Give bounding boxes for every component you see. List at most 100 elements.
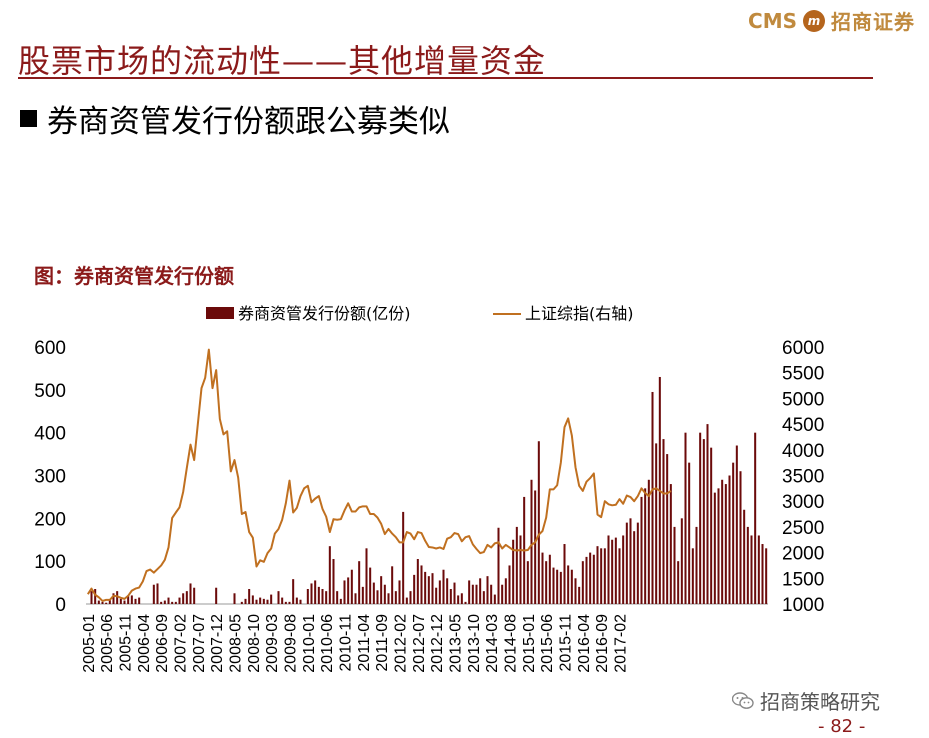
y-left-tick-label: 200	[34, 509, 66, 530]
bar	[354, 593, 357, 604]
bar	[464, 601, 467, 604]
bar	[130, 595, 133, 604]
bar	[306, 589, 309, 604]
y-right-tick-label: 2000	[782, 544, 824, 565]
x-tick-label: 2015-01	[521, 614, 538, 673]
y-left-tick-label: 300	[34, 467, 66, 488]
bar	[336, 591, 339, 604]
bar	[420, 565, 423, 604]
bar	[746, 526, 749, 604]
bar	[438, 580, 441, 604]
x-tick-label: 2017-02	[613, 614, 630, 673]
x-tick-label: 2010-11	[338, 614, 355, 672]
bar	[673, 526, 676, 604]
bar	[644, 488, 647, 604]
x-tick-label: 2007-02	[173, 614, 190, 673]
bar	[387, 593, 390, 604]
bar	[101, 601, 104, 604]
bar	[552, 567, 555, 604]
bar	[215, 587, 218, 604]
bar	[248, 589, 251, 604]
bar	[347, 577, 350, 604]
bar	[765, 548, 768, 604]
bar	[321, 589, 324, 604]
figure-caption: 图：券商资管发行份额	[34, 264, 234, 288]
bar	[350, 569, 353, 604]
bar	[732, 462, 735, 604]
bar	[526, 561, 529, 604]
bar	[537, 441, 540, 604]
bar	[413, 574, 416, 604]
bar	[504, 578, 507, 604]
bar	[754, 432, 757, 604]
title-divider	[18, 77, 873, 79]
bar	[394, 591, 397, 604]
x-tick-label: 2013-05	[448, 614, 465, 673]
bullet-point: 券商资管发行份额跟公募类似	[20, 96, 450, 141]
bar	[614, 537, 617, 604]
x-tick-label: 2016-04	[576, 614, 593, 673]
bar	[398, 580, 401, 604]
bar	[259, 597, 262, 604]
x-tick-label: 2008-05	[228, 614, 245, 673]
index-line	[86, 348, 672, 602]
y-left-tick-label: 100	[34, 552, 66, 573]
bar	[251, 595, 254, 604]
bar	[317, 586, 320, 604]
bar	[600, 548, 603, 604]
wechat-account-name: 招商策略研究	[760, 690, 880, 714]
bar	[611, 539, 614, 604]
bar	[233, 593, 236, 604]
bar	[691, 548, 694, 604]
y-right-tick-label: 4500	[782, 415, 824, 436]
bar	[589, 552, 592, 604]
bar	[468, 580, 471, 604]
logo-cms-text: CMS	[748, 8, 797, 33]
bar	[310, 583, 313, 604]
bar	[328, 546, 331, 604]
bar	[409, 591, 412, 604]
bar	[193, 587, 196, 604]
bar	[449, 589, 452, 604]
bar	[105, 602, 108, 604]
bar	[596, 546, 599, 604]
bar	[361, 586, 364, 604]
bar	[453, 582, 456, 604]
y-right-tick-label: 3500	[782, 467, 824, 488]
bar	[112, 593, 115, 604]
bar	[255, 599, 258, 604]
bar	[163, 600, 166, 604]
bar	[94, 589, 97, 604]
bar	[515, 526, 518, 604]
bar	[266, 599, 269, 604]
y-right-tick-label: 1500	[782, 569, 824, 590]
bar	[402, 511, 405, 604]
bar	[556, 569, 559, 604]
bar	[240, 601, 243, 604]
bar	[314, 580, 317, 604]
y-right-tick-label: 5500	[782, 364, 824, 385]
bar	[647, 479, 650, 604]
bar	[156, 583, 159, 604]
bar	[530, 479, 533, 604]
bar	[728, 475, 731, 604]
bar	[684, 432, 687, 604]
y-right-tick-label: 5000	[782, 389, 824, 410]
bar	[486, 576, 489, 604]
bar	[442, 569, 445, 604]
bar	[640, 496, 643, 604]
bar	[559, 571, 562, 605]
line-series	[86, 348, 672, 602]
bar	[655, 443, 658, 605]
bar	[178, 597, 181, 604]
bar	[127, 595, 130, 604]
x-tick-label: 2012-12	[429, 614, 446, 673]
bar	[171, 601, 174, 604]
y-left-tick-label: 600	[34, 338, 66, 359]
bar	[717, 488, 720, 604]
bar	[119, 598, 122, 604]
bar	[570, 569, 573, 604]
bar	[761, 544, 764, 604]
bar	[152, 584, 155, 604]
